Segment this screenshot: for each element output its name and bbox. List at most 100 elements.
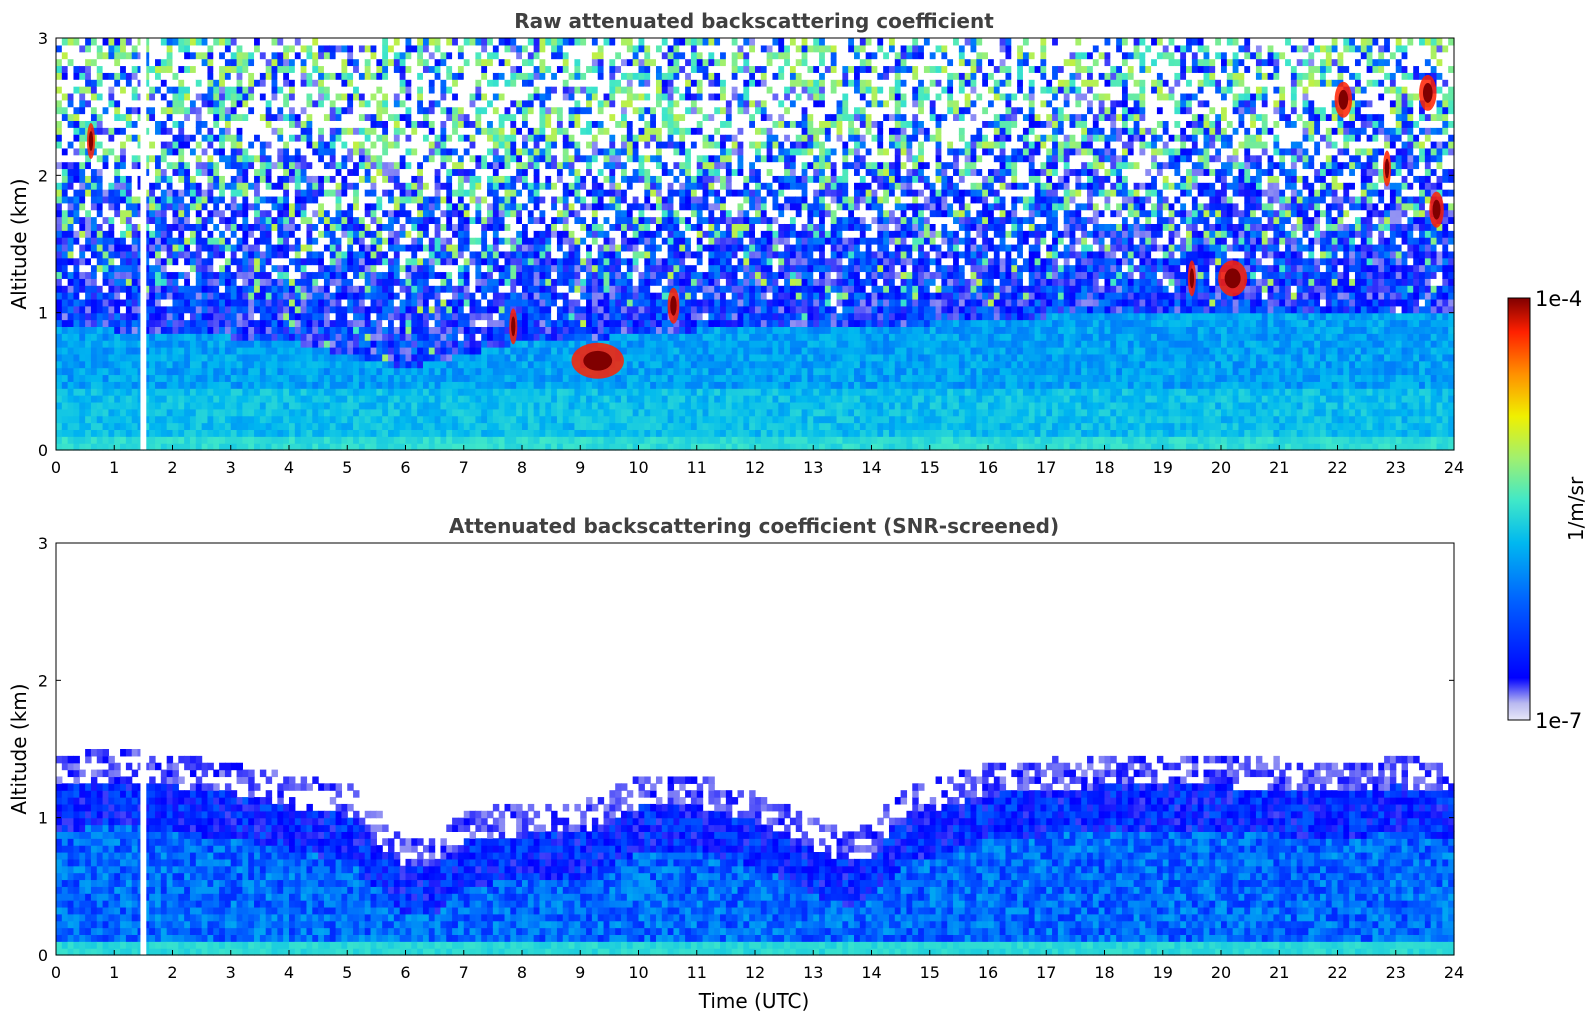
heatmap-cell (405, 127, 412, 135)
heatmap-cell (224, 79, 232, 87)
heatmap-cell (405, 99, 412, 108)
heatmap-cell (539, 443, 546, 451)
heatmap-cell (492, 113, 500, 121)
heatmap-cell (510, 134, 517, 142)
heatmap-cell (312, 374, 319, 382)
heatmap-cell (446, 278, 453, 286)
heatmap-cell (73, 401, 80, 410)
heatmap-cell (533, 92, 541, 101)
heatmap-cell (143, 223, 150, 231)
heatmap-cell (213, 51, 220, 60)
heatmap-cell (376, 326, 383, 334)
heatmap-cell (277, 38, 284, 46)
heatmap-cell (195, 51, 203, 60)
heatmap-cell (79, 298, 86, 307)
heatmap-cell (300, 202, 308, 211)
heatmap-cell (213, 161, 220, 170)
heatmap-cell (516, 395, 523, 403)
heatmap-cell (108, 58, 115, 67)
heatmap-cell (533, 44, 541, 53)
heatmap-cell (411, 292, 418, 300)
heatmap-cell (259, 388, 267, 396)
heatmap-cell (533, 86, 541, 94)
heatmap-cell (120, 257, 127, 266)
heatmap-cell (510, 230, 517, 238)
heatmap-cell (195, 278, 203, 286)
heatmap-cell (172, 401, 179, 410)
heatmap-cell (125, 237, 133, 245)
heatmap-cell (323, 340, 331, 348)
heatmap-cell (504, 374, 511, 382)
heatmap-cell (90, 182, 98, 190)
heatmap-cell (411, 271, 418, 279)
heatmap-cell (120, 209, 127, 218)
heatmap-cell (463, 395, 471, 403)
heatmap-cell (388, 415, 395, 424)
heatmap-cell (463, 429, 471, 437)
heatmap-cell (533, 292, 541, 300)
heatmap-cell (184, 134, 191, 142)
heatmap-cell (492, 182, 500, 190)
heatmap-cell (219, 92, 226, 101)
heatmap-cell (312, 367, 319, 376)
heatmap-cell (149, 292, 156, 300)
heatmap-cell (434, 422, 442, 430)
heatmap-cell (201, 292, 209, 300)
heatmap-cell (213, 230, 220, 238)
heatmap-cell (79, 230, 86, 238)
heatmap-cell (393, 99, 401, 108)
heatmap-cell (370, 305, 377, 314)
heatmap-cell (265, 175, 273, 183)
heatmap-cell (522, 285, 529, 293)
heatmap-cell (224, 202, 232, 211)
heatmap-cell (382, 79, 389, 87)
heatmap-cell (446, 271, 453, 279)
heatmap-cell (155, 92, 162, 101)
heatmap-cell (189, 182, 197, 190)
heatmap-cell (73, 271, 80, 279)
heatmap-cell (230, 147, 238, 156)
heatmap-cell (73, 127, 80, 135)
heatmap-cell (388, 86, 395, 94)
heatmap-cell (422, 209, 430, 218)
heatmap-cell (67, 51, 75, 60)
heatmap-cell (236, 401, 243, 410)
heatmap-cell (277, 367, 284, 376)
heatmap-cell (527, 443, 535, 451)
heatmap-cell (236, 120, 243, 128)
heatmap-cell (312, 264, 319, 273)
heatmap-cell (166, 429, 174, 437)
heatmap-cell (364, 257, 372, 266)
heatmap-cell (516, 230, 523, 238)
heatmap-cell (364, 319, 372, 327)
heatmap-cell (149, 429, 156, 437)
heatmap-cell (347, 189, 354, 197)
heatmap-cell (195, 264, 203, 273)
heatmap-cell (329, 120, 337, 128)
heatmap-cell (469, 319, 476, 327)
heatmap-cell (399, 127, 407, 135)
heatmap-cell (428, 415, 436, 424)
heatmap-cell (388, 395, 395, 403)
heatmap-cell (73, 99, 80, 108)
heatmap-cell (242, 182, 249, 190)
heatmap-cell (160, 99, 168, 108)
heatmap-cell (335, 360, 343, 369)
heatmap-cell (434, 312, 442, 321)
heatmap-cell (347, 72, 354, 80)
heatmap-cell (172, 367, 179, 376)
heatmap-cell (335, 278, 343, 286)
heatmap-cell (452, 305, 459, 314)
heatmap-cell (265, 209, 273, 218)
heatmap-cell (73, 250, 80, 259)
heatmap-cell (370, 298, 377, 307)
heatmap-cell (265, 278, 273, 286)
heatmap-cell (475, 367, 482, 376)
heatmap-cell (353, 401, 360, 410)
heatmap-cell (411, 99, 418, 108)
heatmap-cell (108, 92, 115, 101)
heatmap-cell (230, 347, 238, 355)
heatmap-cell (259, 353, 267, 362)
heatmap-cell (102, 292, 110, 300)
heatmap-cell (213, 271, 220, 279)
